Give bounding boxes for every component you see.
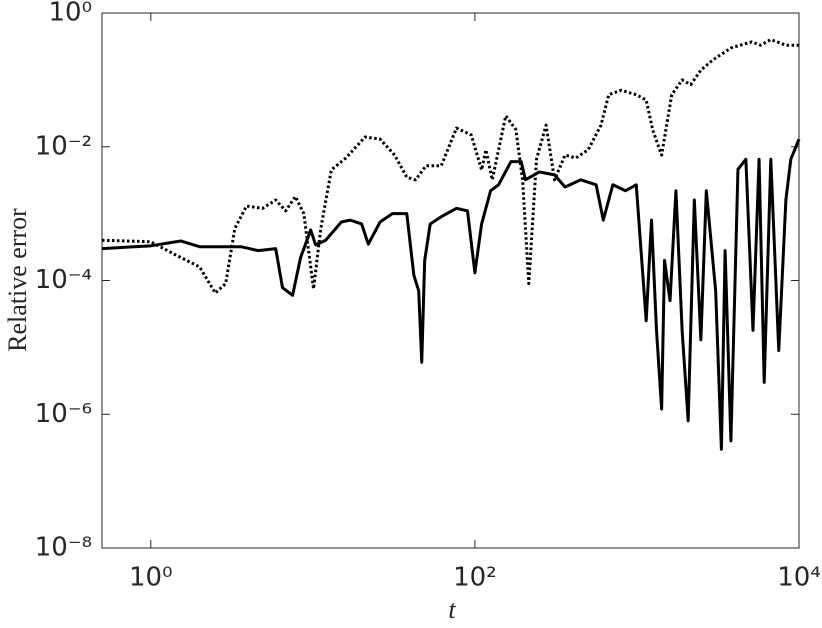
y-tick-label: 10⁻² — [35, 131, 92, 161]
series-line — [101, 138, 801, 451]
y-tick-label: 10⁻⁴ — [35, 265, 92, 295]
x-tick-label: 10⁰ — [129, 563, 173, 593]
series-line — [101, 38, 799, 295]
y-tick-label: 10⁻⁸ — [35, 533, 92, 563]
x-axis-label: t — [448, 595, 456, 624]
y-tick-label: 10⁰ — [48, 0, 92, 28]
x-tick-label: 10² — [453, 563, 497, 593]
y-axis-label: Relative error — [3, 208, 32, 352]
y-tick-label: 10⁻⁶ — [35, 399, 92, 429]
plot-frame — [101, 12, 800, 549]
x-tick-label: 10⁴ — [777, 563, 821, 593]
